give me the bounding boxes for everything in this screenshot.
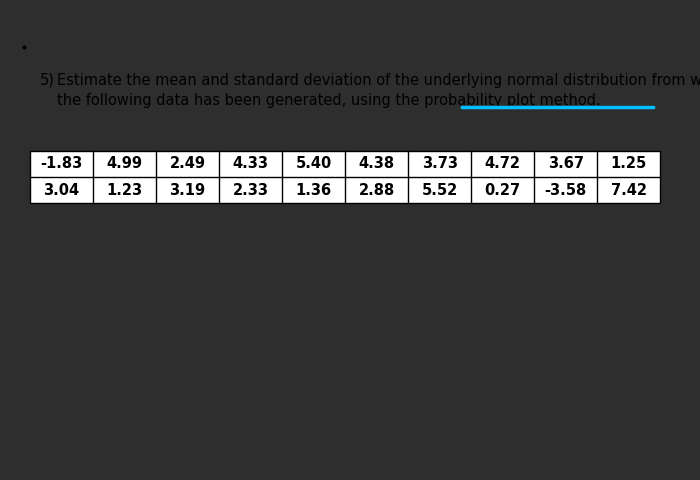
Text: 2.88: 2.88 xyxy=(358,182,395,198)
Text: 3.67: 3.67 xyxy=(548,156,584,171)
Text: 1.25: 1.25 xyxy=(611,156,647,171)
Text: 7.42: 7.42 xyxy=(611,182,647,198)
Text: 2.33: 2.33 xyxy=(232,182,269,198)
Text: 3.04: 3.04 xyxy=(43,182,80,198)
Text: the following data has been generated, using the probability plot method.: the following data has been generated, u… xyxy=(57,93,601,108)
Text: 0.27: 0.27 xyxy=(484,182,521,198)
Text: -1.83: -1.83 xyxy=(41,156,83,171)
Text: Estimate the mean and standard deviation of the underlying normal distribution f: Estimate the mean and standard deviation… xyxy=(57,72,700,87)
Text: 4.99: 4.99 xyxy=(106,156,143,171)
Text: -3.58: -3.58 xyxy=(545,182,587,198)
Text: 1.23: 1.23 xyxy=(106,182,143,198)
Bar xyxy=(30,151,660,203)
Text: 4.33: 4.33 xyxy=(232,156,269,171)
Text: 5.40: 5.40 xyxy=(295,156,332,171)
Text: 5.52: 5.52 xyxy=(421,182,458,198)
Text: 1.36: 1.36 xyxy=(295,182,332,198)
Text: 4.38: 4.38 xyxy=(358,156,395,171)
Text: 3.73: 3.73 xyxy=(421,156,458,171)
Text: 4.72: 4.72 xyxy=(485,156,521,171)
Text: 3.19: 3.19 xyxy=(169,182,206,198)
Text: 2.49: 2.49 xyxy=(169,156,206,171)
Text: 5): 5) xyxy=(40,72,55,87)
